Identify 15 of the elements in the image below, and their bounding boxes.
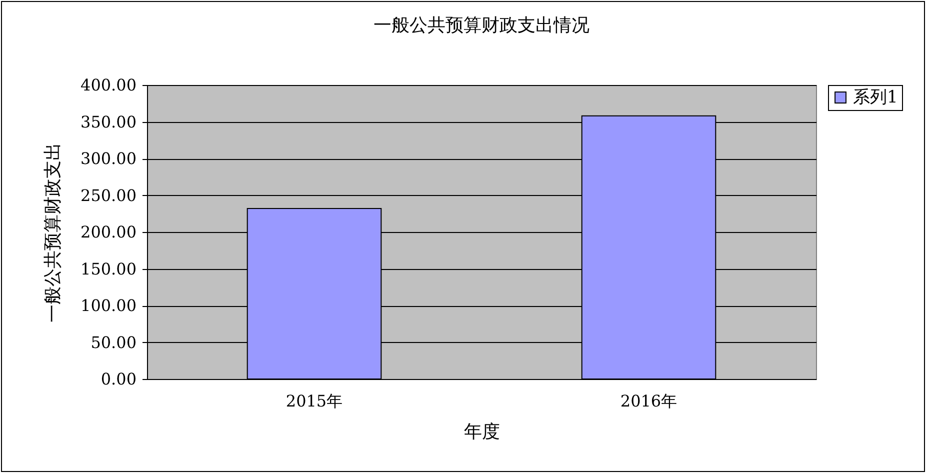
y-tick-label: 200.00 — [80, 222, 136, 242]
x-tick-label: 2015年 — [286, 392, 343, 410]
y-tick-label: 0.00 — [100, 370, 136, 388]
y-tick-label: 150.00 — [80, 259, 136, 278]
y-tick-label: 250.00 — [80, 186, 136, 205]
y-tick-label: 100.00 — [80, 296, 136, 315]
y-axis-title: 一般公共预算财政支出 — [42, 142, 64, 322]
y-tick-label: 50.00 — [90, 332, 136, 352]
y-tick-label: 400.00 — [80, 76, 136, 94]
chart-title: 一般公共预算财政支出情况 — [374, 15, 590, 36]
legend-label: 系列1 — [853, 88, 898, 108]
x-axis-title: 年度 — [464, 422, 500, 442]
y-tick-label: 350.00 — [80, 112, 136, 132]
y-tick-label: 300.00 — [80, 149, 136, 168]
x-tick-label: 2016年 — [620, 392, 678, 410]
